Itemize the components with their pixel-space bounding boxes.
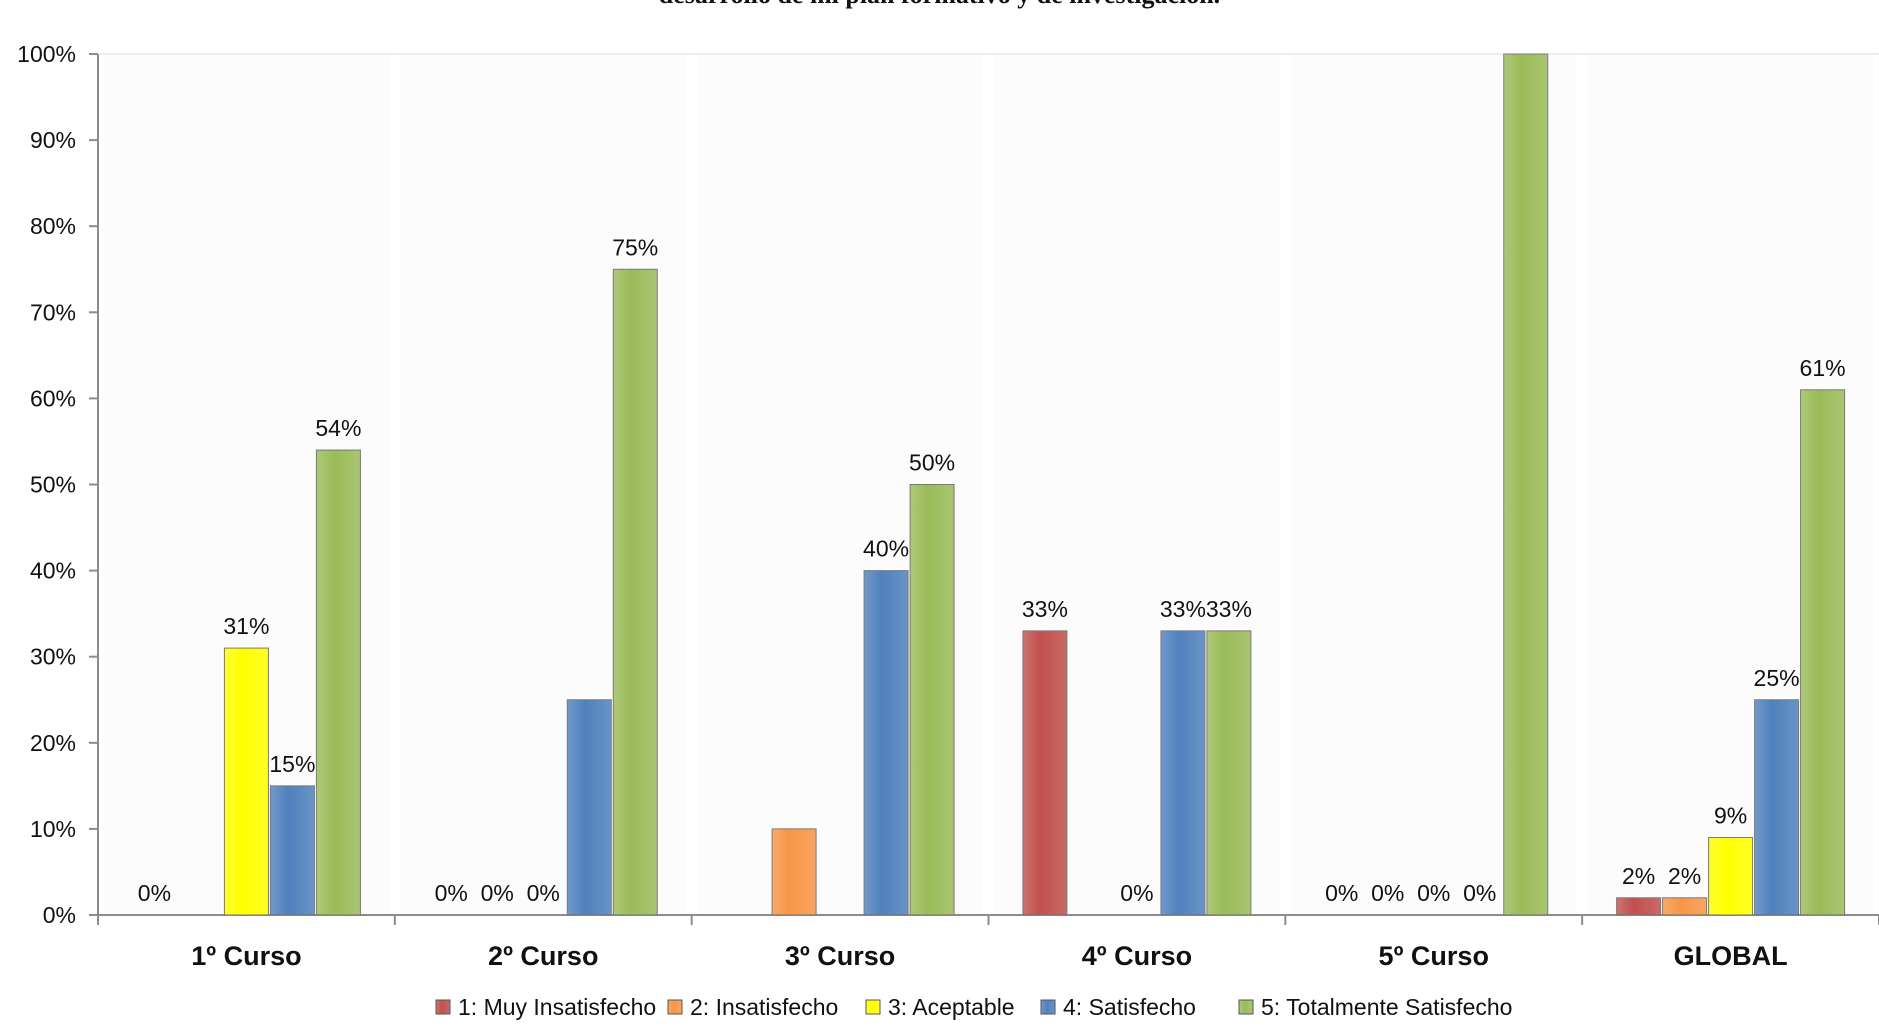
x-category-label: 3º Curso	[785, 941, 895, 971]
x-category-label: 5º Curso	[1379, 941, 1489, 971]
bar-4-satisfecho-global	[1754, 699, 1800, 916]
bar-5-totalmente-satisfecho-global	[1800, 389, 1846, 916]
data-label: 0%	[1417, 880, 1450, 906]
y-tick-label: 70%	[30, 299, 76, 325]
bar-3-aceptable-1-curso	[223, 647, 269, 916]
data-label: 33%	[1206, 596, 1252, 622]
legend-swatch	[865, 999, 881, 1015]
y-tick-label: 30%	[30, 644, 76, 670]
data-label: 75%	[612, 234, 658, 260]
x-category-label: 2º Curso	[488, 941, 598, 971]
bar-1-muy-insatisfecho-global	[1616, 897, 1662, 916]
data-label: 2%	[1668, 863, 1701, 889]
legend-label: 1: Muy Insatisfecho	[458, 994, 656, 1020]
data-label: 33%	[1022, 596, 1068, 622]
chart-title: desarrollo de mi plan formativo y de inv…	[0, 0, 1879, 10]
legend-item-4-satisfecho: 4: Satisfecho	[1040, 994, 1196, 1020]
bar-5-totalmente-satisfecho-2-curso	[612, 268, 658, 916]
data-label: 0%	[1463, 880, 1496, 906]
legend-item-1-muy-insatisfecho: 1: Muy Insatisfecho	[435, 994, 656, 1020]
data-label: 61%	[1800, 355, 1846, 381]
data-label: 9%	[1714, 803, 1747, 829]
bar-1-muy-insatisfecho-4-curso	[1022, 630, 1068, 916]
legend-item-2-insatisfecho: 2: Insatisfecho	[667, 994, 838, 1020]
y-tick-label: 100%	[17, 41, 76, 67]
data-label: 0%	[138, 880, 171, 906]
bar-2-insatisfecho-3-curso	[771, 828, 817, 916]
bar-2-insatisfecho-global	[1662, 897, 1708, 916]
data-label: 0%	[1371, 880, 1404, 906]
legend-swatch	[1040, 999, 1056, 1015]
legend-label: 4: Satisfecho	[1063, 994, 1196, 1020]
data-label: 31%	[223, 613, 269, 639]
y-tick-label: 10%	[30, 816, 76, 842]
y-tick-label: 80%	[30, 213, 76, 239]
bar-5-totalmente-satisfecho-3-curso	[909, 484, 955, 916]
y-tick-label: 20%	[30, 730, 76, 756]
legend-swatch	[1238, 999, 1254, 1015]
y-tick-label: 60%	[30, 385, 76, 411]
data-label: 40%	[863, 536, 909, 562]
data-label: 0%	[527, 880, 560, 906]
data-label: 15%	[269, 751, 315, 777]
legend-item-5-totalmente-satisfecho: 5: Totalmente Satisfecho	[1238, 994, 1512, 1020]
data-label: 0%	[481, 880, 514, 906]
bar-5-totalmente-satisfecho-4-curso	[1206, 630, 1252, 916]
x-category-label: 4º Curso	[1082, 941, 1192, 971]
bar-4-satisfecho-4-curso	[1160, 630, 1206, 916]
x-category-label: GLOBAL	[1674, 941, 1788, 971]
data-label: 0%	[1120, 880, 1153, 906]
data-label: 0%	[435, 880, 468, 906]
data-label: 2%	[1622, 863, 1655, 889]
legend-label: 3: Aceptable	[888, 994, 1015, 1020]
legend-label: 5: Totalmente Satisfecho	[1261, 994, 1512, 1020]
bar-4-satisfecho-2-curso	[566, 699, 612, 916]
bar-4-satisfecho-1-curso	[269, 785, 315, 916]
legend-swatch	[667, 999, 683, 1015]
legend-swatch	[435, 999, 451, 1015]
bar-5-totalmente-satisfecho-5-curso	[1503, 53, 1549, 916]
y-tick-label: 50%	[30, 472, 76, 498]
y-tick-label: 90%	[30, 127, 76, 153]
x-category-label: 1º Curso	[191, 941, 301, 971]
data-label: 0%	[1325, 880, 1358, 906]
bar-3-aceptable-global	[1708, 837, 1754, 916]
data-label: 50%	[909, 450, 955, 476]
data-label: 33%	[1160, 596, 1206, 622]
bar-5-totalmente-satisfecho-1-curso	[315, 449, 361, 916]
y-tick-label: 40%	[30, 558, 76, 584]
y-tick-label: 0%	[43, 902, 76, 928]
legend-item-3-aceptable: 3: Aceptable	[865, 994, 1015, 1020]
data-label: 54%	[315, 415, 361, 441]
bar-4-satisfecho-3-curso	[863, 570, 909, 916]
legend-label: 2: Insatisfecho	[690, 994, 838, 1020]
data-label: 25%	[1754, 665, 1800, 691]
